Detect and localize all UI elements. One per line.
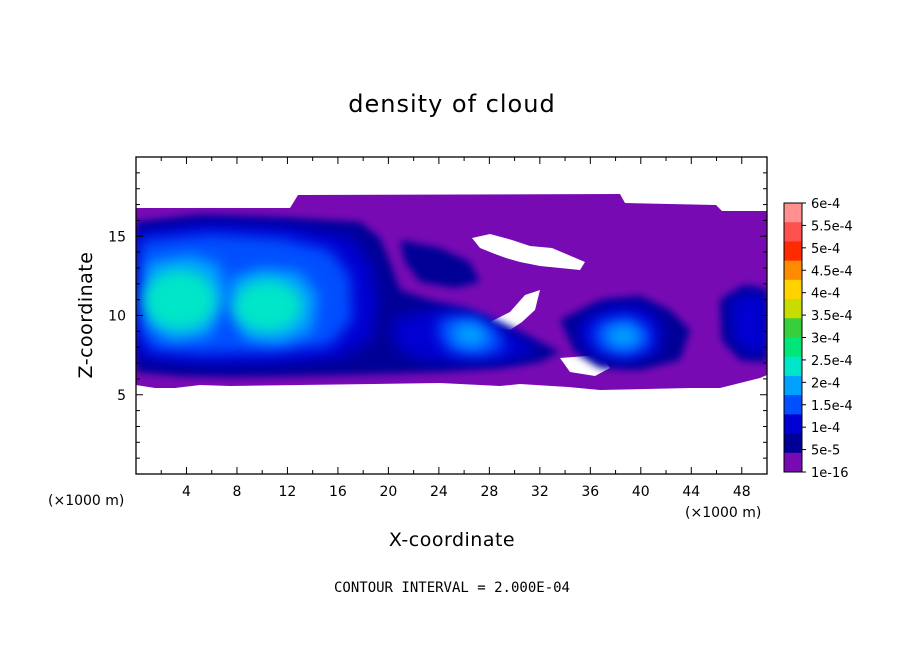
- colorbar-swatch: [784, 337, 802, 358]
- colorbar-label: 6e-4: [811, 197, 840, 212]
- x-tick-label: 28: [480, 484, 498, 500]
- x-tick-label: 20: [379, 484, 397, 500]
- colorbar-label: 1.5e-4: [811, 399, 853, 414]
- x-tick-label: 48: [733, 484, 751, 500]
- colorbar-label: 1e-4: [811, 421, 840, 436]
- colorbar-swatch: [784, 356, 802, 377]
- cloud-gap-upper: [472, 234, 585, 270]
- colorbar-label: 5e-5: [811, 444, 840, 459]
- x-unit-left: (×1000 m): [48, 493, 124, 509]
- x-tick-label: 36: [581, 484, 599, 500]
- contour-2e-4-mid: [452, 322, 490, 348]
- colorbar-label: 5.5e-4: [811, 219, 853, 234]
- y-tick-label: 5: [117, 388, 126, 404]
- colorbar-swatch: [784, 260, 802, 281]
- y-axis-ticks: 5 10 15: [108, 172, 767, 459]
- contour-interval-note: CONTOUR INTERVAL = 2.000E-04: [334, 580, 570, 596]
- colorbar-swatch: [784, 375, 802, 396]
- colorbar-swatch: [784, 414, 802, 435]
- core-center: [234, 280, 302, 332]
- cloud-gap-mid: [490, 290, 540, 330]
- colorbar-swatch: [784, 433, 802, 454]
- colorbar-label: 5e-4: [811, 242, 840, 257]
- colorbar-swatch: [784, 241, 802, 262]
- y-tick-label: 15: [108, 229, 126, 245]
- x-axis-ticks: 4 8 12 16 20 24 28 32 36 40 44 48: [160, 157, 751, 500]
- colorbar-label: 4e-4: [811, 287, 840, 302]
- x-tick-label: 12: [279, 484, 297, 500]
- colorbar-swatch: [784, 452, 802, 473]
- x-unit-right: (×1000 m): [685, 505, 761, 521]
- x-tick-label: 40: [632, 484, 650, 500]
- plot-area: [136, 194, 767, 390]
- x-axis-label: X-coordinate: [389, 529, 515, 551]
- colorbar: 6e-4 5.5e-4 5e-4 4.5e-4 4e-4 3.5e-4 3e-4 2.5e-4…: [783, 197, 853, 481]
- colorbar-swatch: [784, 299, 802, 319]
- contour-1e-4-far-east: [730, 292, 767, 354]
- x-tick-label: 4: [182, 484, 191, 500]
- contour-5e-5-band: [400, 240, 480, 288]
- colorbar-label: 3.5e-4: [811, 309, 853, 324]
- y-tick-label: 10: [108, 309, 126, 325]
- x-tick-label: 8: [232, 484, 241, 500]
- colorbar-swatch: [784, 395, 802, 415]
- colorbar-label: 2.5e-4: [811, 354, 853, 369]
- colorbar-swatch: [784, 318, 802, 338]
- contour-2e-4-east: [606, 324, 642, 348]
- y-axis-label: Z-coordinate: [75, 252, 97, 379]
- chart-title: density of cloud: [348, 90, 555, 118]
- x-tick-label: 32: [531, 484, 549, 500]
- x-tick-label: 16: [329, 484, 347, 500]
- colorbar-swatch: [784, 222, 802, 242]
- colorbar-swatch: [784, 203, 802, 223]
- colorbar-label: 4.5e-4: [811, 264, 853, 279]
- colorbar-label: 3e-4: [811, 332, 840, 347]
- core-west: [144, 270, 216, 330]
- colorbar-swatch: [784, 279, 802, 300]
- x-tick-label: 44: [682, 484, 700, 500]
- colorbar-label: 2e-4: [811, 376, 840, 391]
- colorbar-label: 1e-16: [811, 466, 849, 481]
- x-tick-label: 24: [430, 484, 448, 500]
